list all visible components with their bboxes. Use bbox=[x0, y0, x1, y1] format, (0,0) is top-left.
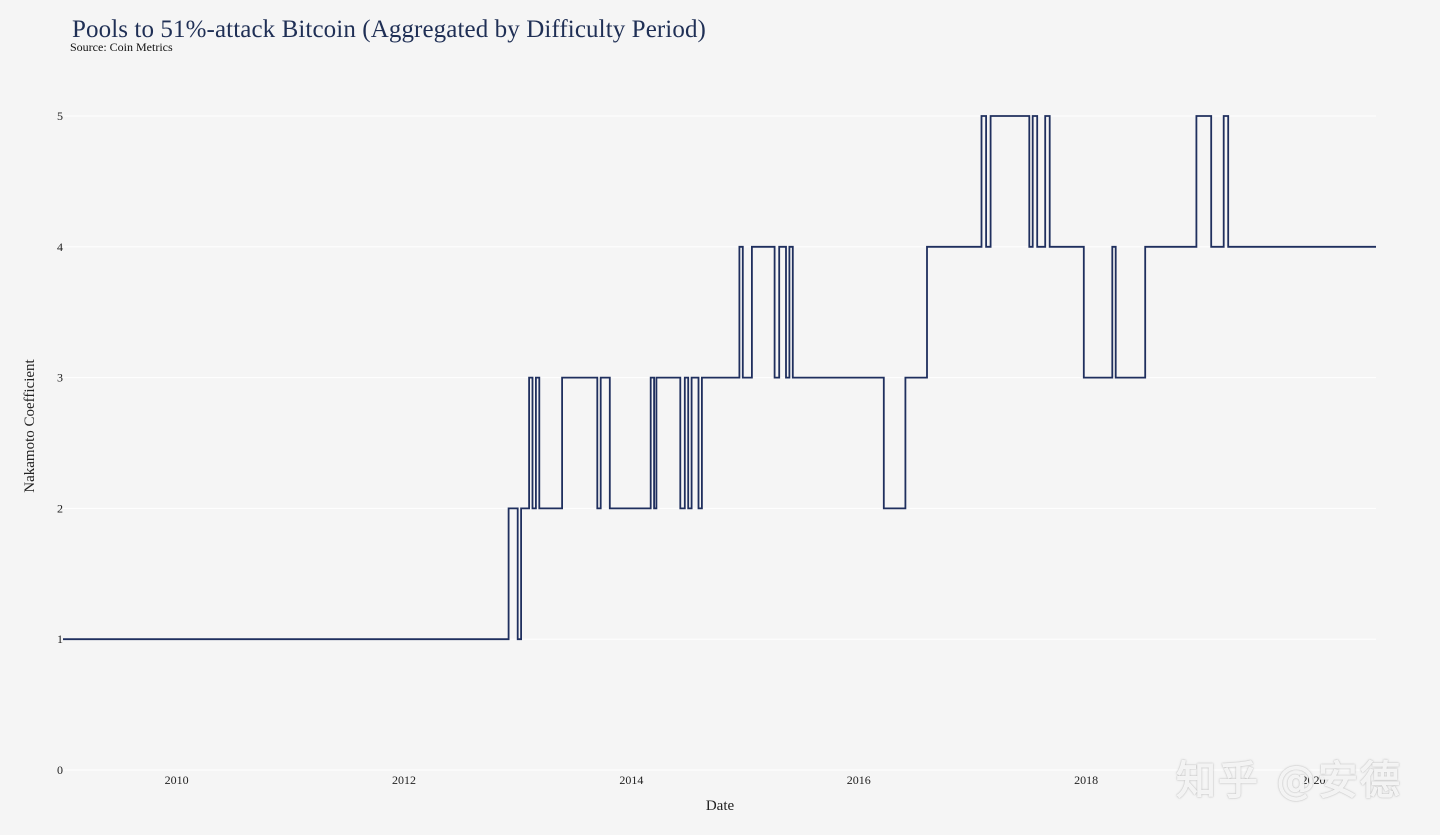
y-tick-label: 5 bbox=[57, 109, 63, 123]
y-tick-label: 3 bbox=[57, 371, 63, 385]
y-tick-label: 2 bbox=[57, 501, 63, 515]
chart-title: Pools to 51%-attack Bitcoin (Aggregated … bbox=[72, 16, 706, 43]
y-axis-title: Nakamoto Coefficient bbox=[22, 358, 38, 492]
y-axis-ticks: 0 1 2 3 4 5 bbox=[57, 109, 63, 777]
gridlines bbox=[63, 115, 1376, 771]
watermark-text: 知乎 @安德 bbox=[1176, 758, 1402, 804]
series-layer bbox=[63, 115, 1376, 641]
x-tick-label: 2012 bbox=[392, 773, 416, 787]
x-tick-label: 2020 bbox=[1301, 773, 1325, 787]
x-tick-label: 2018 bbox=[1074, 773, 1098, 787]
x-tick-label: 2016 bbox=[847, 773, 871, 787]
chart-subtitle: Source: Coin Metrics bbox=[70, 40, 173, 54]
y-tick-label: 0 bbox=[57, 763, 63, 777]
series-line bbox=[63, 115, 1376, 641]
x-tick-label: 2010 bbox=[165, 773, 189, 787]
x-axis-ticks: 2010 2012 2014 2016 2018 2020 bbox=[165, 773, 1326, 787]
y-tick-label: 4 bbox=[57, 240, 63, 254]
y-tick-label: 1 bbox=[57, 632, 63, 646]
x-axis-title: Date bbox=[706, 798, 735, 814]
x-tick-label: 2014 bbox=[619, 773, 643, 787]
